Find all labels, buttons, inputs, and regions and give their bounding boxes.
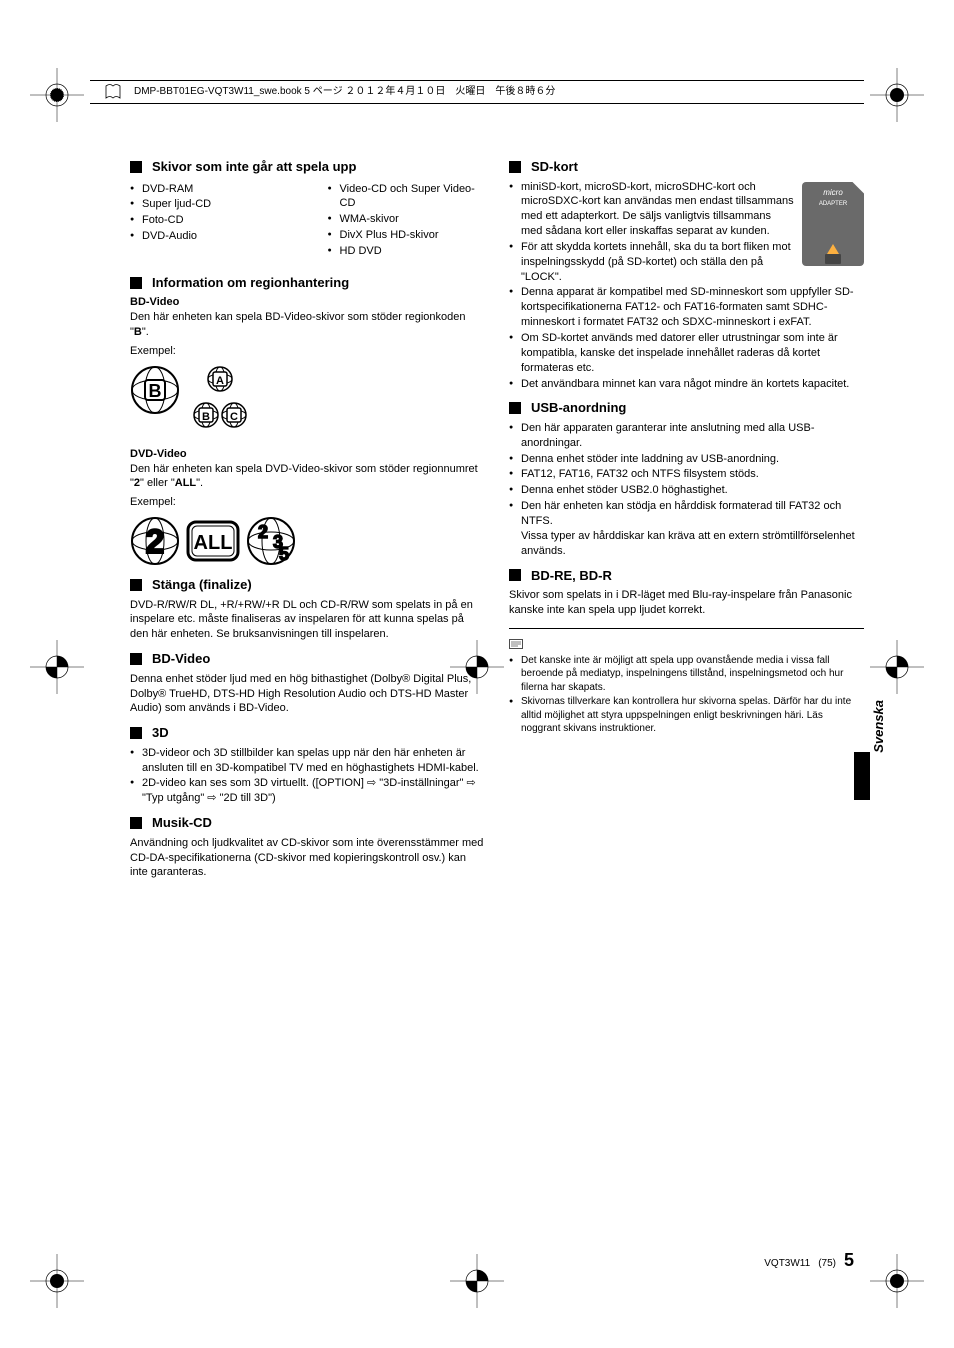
svg-text:C: C: [230, 411, 238, 423]
list-item: WMA-skivor: [328, 212, 486, 227]
unplayable-list-b: Video-CD och Super Video-CD WMA-skivor D…: [328, 182, 486, 260]
svg-text:2: 2: [258, 522, 268, 542]
list-item: DVD-Audio: [130, 229, 288, 244]
section-title: Information om regionhantering: [130, 274, 485, 292]
list-item: DVD-RAM: [130, 182, 288, 197]
svg-text:2: 2: [146, 523, 165, 561]
region-235-globe-icon: 2 2 3 3 5 5: [246, 516, 296, 566]
list-item: Foto-CD: [130, 213, 288, 228]
divider: [509, 628, 864, 629]
body-text: Skivor som spelats in i DR-läget med Blu…: [509, 588, 864, 618]
section-title: BD-RE, BD-R: [509, 567, 864, 585]
list-item: FAT12, FAT16, FAT32 och NTFS filsystem s…: [509, 467, 864, 482]
list-item: 2D-video kan ses som 3D virtuellt. ([OPT…: [130, 776, 485, 806]
three-d-list: 3D-videor och 3D stillbilder kan spelas …: [130, 746, 485, 806]
language-tab-label: Svenska: [870, 700, 888, 753]
crop-mark-icon: [450, 1254, 504, 1308]
usb-list: Den här apparaten garanterar inte anslut…: [509, 421, 864, 559]
list-item: Denna enhet stöder USB2.0 höghastighet.: [509, 483, 864, 498]
section-title: BD-Video: [130, 650, 485, 668]
list-item: Det användbara minnet kan vara något min…: [509, 377, 864, 392]
bd-region-icons: B A B C: [130, 365, 485, 437]
list-item: För att skydda kortets innehåll, ska du …: [509, 240, 864, 285]
list-item: Super ljud-CD: [130, 197, 288, 212]
left-column: Skivor som inte går att spela upp DVD-RA…: [130, 150, 485, 884]
region-b-globe-icon: B: [130, 365, 180, 415]
section-title: 3D: [130, 724, 485, 742]
list-item: Denna enhet stöder inte laddning av USB-…: [509, 452, 864, 467]
body-text: Användning och ljudkvalitet av CD-skivor…: [130, 836, 485, 881]
page-footer: VQT3W11 (75) 5: [764, 1248, 854, 1272]
list-item: Den här apparaten garanterar inte anslut…: [509, 421, 864, 451]
list-item: Denna apparat är kompatibel med SD-minne…: [509, 285, 864, 330]
footer-code: VQT3W11: [764, 1257, 810, 1271]
region-all-icon: ALL: [186, 516, 240, 566]
list-item: Det kanske inte är möjligt att spela upp…: [509, 654, 864, 695]
dvd-region-icons: 2 2 ALL 2 2 3 3 5 5: [130, 516, 485, 566]
region-abc-globe-icon: A B C: [192, 365, 248, 437]
subheading: DVD-Video: [130, 447, 485, 462]
right-column: SD-kort micro ADAPTER miniSD-kort, micro…: [509, 150, 864, 884]
svg-text:5: 5: [279, 544, 289, 564]
sd-list: miniSD-kort, microSD-kort, microSDHC-kor…: [509, 180, 864, 392]
list-item: Om SD-kortet används med datorer eller u…: [509, 331, 864, 376]
body-text: DVD-R/RW/R DL, +R/+RW/+R DL och CD-R/RW …: [130, 598, 485, 643]
crop-mark-icon: [30, 640, 84, 694]
svg-text:A: A: [216, 375, 224, 387]
note-icon: [509, 639, 864, 652]
section-title: SD-kort: [509, 158, 864, 176]
svg-text:ALL: ALL: [194, 532, 233, 554]
list-item: miniSD-kort, microSD-kort, microSDHC-kor…: [509, 180, 864, 239]
example-label: Exempel:: [130, 344, 485, 359]
footer-seq: (75): [818, 1257, 836, 1271]
section-title: Musik-CD: [130, 814, 485, 832]
crop-mark-icon: [30, 1254, 84, 1308]
example-label: Exempel:: [130, 495, 485, 510]
list-item: Video-CD och Super Video-CD: [328, 182, 486, 212]
unplayable-list-a: DVD-RAM Super ljud-CD Foto-CD DVD-Audio: [130, 182, 288, 260]
language-tab: [854, 752, 870, 800]
crop-mark-icon: [30, 68, 84, 122]
subheading: BD-Video: [130, 295, 485, 310]
list-item: HD DVD: [328, 244, 486, 259]
header-text: DMP-BBT01EG-VQT3W11_swe.book 5 ページ ２０１２年…: [134, 85, 555, 99]
crop-mark-icon: [870, 1254, 924, 1308]
crop-mark-icon: [870, 68, 924, 122]
body-text: Den här enheten kan spela BD-Video-skivo…: [130, 310, 485, 340]
book-icon: [104, 83, 122, 101]
list-item: 3D-videor och 3D stillbilder kan spelas …: [130, 746, 485, 776]
section-title: Skivor som inte går att spela upp: [130, 158, 485, 176]
section-title: USB-anordning: [509, 399, 864, 417]
region-2-globe-icon: 2 2: [130, 516, 180, 566]
page-number: 5: [844, 1248, 854, 1272]
page-header: DMP-BBT01EG-VQT3W11_swe.book 5 ページ ２０１２年…: [90, 80, 864, 104]
crop-mark-icon: [450, 640, 504, 694]
body-text: Denna enhet stöder ljud med en hög bitha…: [130, 672, 485, 717]
body-text: Den här enheten kan spela DVD-Video-skiv…: [130, 462, 485, 492]
list-item: DivX Plus HD-skivor: [328, 228, 486, 243]
svg-text:B: B: [149, 381, 162, 401]
section-title: Stänga (finalize): [130, 576, 485, 594]
svg-text:B: B: [202, 411, 210, 423]
crop-mark-icon: [870, 640, 924, 694]
notes-list: Det kanske inte är möjligt att spela upp…: [509, 654, 864, 736]
list-item: Skivornas tillverkare kan kontrollera hu…: [509, 695, 864, 736]
list-item: Den här enheten kan stödja en hårddisk f…: [509, 499, 864, 558]
